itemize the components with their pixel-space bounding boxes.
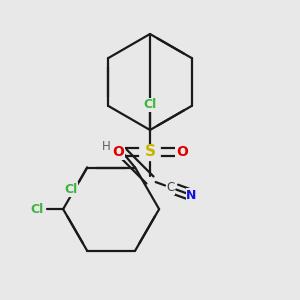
Text: O: O (112, 145, 124, 159)
Text: N: N (186, 188, 197, 202)
Text: O: O (176, 145, 188, 159)
Text: Cl: Cl (31, 202, 44, 216)
Text: C: C (167, 181, 175, 194)
Text: H: H (102, 140, 111, 154)
Text: S: S (145, 145, 155, 160)
Text: Cl: Cl (143, 98, 157, 112)
Text: Cl: Cl (64, 183, 78, 196)
